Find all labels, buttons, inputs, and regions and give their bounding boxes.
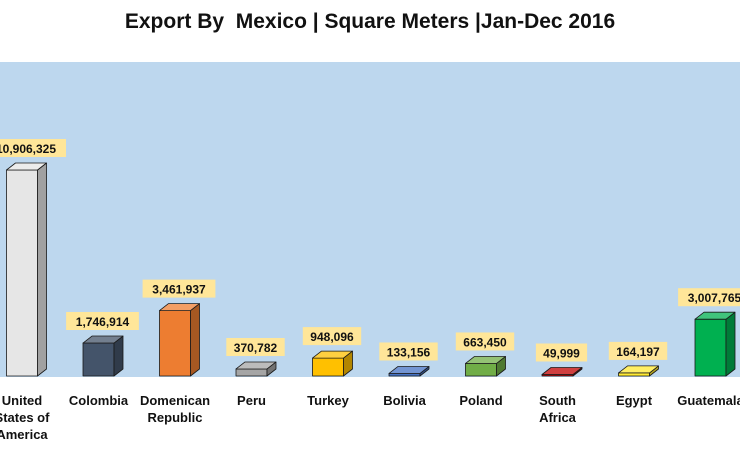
bar [465, 356, 506, 377]
x-tick-label: South Africa [539, 393, 577, 425]
bar-face [694, 318, 727, 377]
data-label-box [226, 337, 285, 356]
data-label: 663,450 [463, 335, 507, 349]
x-tick-label: Guatemala [677, 393, 740, 408]
bar-face [618, 365, 659, 374]
x-tick-label: Egypt [616, 393, 653, 408]
bar-face [235, 368, 268, 377]
bar-face [465, 356, 506, 364]
x-tick-label: Peru [237, 393, 266, 408]
bar-face [159, 303, 200, 312]
x-tick-label: Poland [459, 393, 502, 408]
bar [312, 350, 353, 377]
bar-face [725, 311, 736, 377]
data-label-box [535, 343, 588, 362]
x-tick-label: Bolivia [383, 393, 426, 408]
data-label: 164,197 [616, 345, 660, 359]
data-label-box [302, 327, 362, 346]
data-label: 1,746,914 [76, 315, 130, 329]
bar-face [190, 303, 200, 377]
data-label-box [66, 312, 139, 331]
x-tick-label: Turkey [307, 393, 349, 408]
data-label: 3,461,937 [152, 283, 206, 297]
bar [6, 162, 47, 377]
data-label-box [379, 342, 438, 361]
data-label-box [142, 279, 216, 298]
bar-face [82, 342, 115, 377]
data-label-box [678, 288, 740, 307]
bar [235, 361, 277, 377]
data-label: 10,906,325 [0, 142, 56, 156]
data-label: 49,999 [543, 347, 580, 361]
data-label-box [608, 341, 668, 360]
bar [388, 366, 430, 377]
chart-title: Export By Mexico | Square Meters |Jan-De… [124, 10, 616, 33]
bar-face [6, 162, 47, 171]
bar-face [312, 357, 344, 377]
bar [82, 335, 124, 377]
data-label: 370,782 [234, 341, 278, 355]
bar-face [388, 366, 430, 374]
x-tick-label: Colombia [69, 393, 129, 408]
x-tick-label: Domenican Republic [140, 393, 210, 425]
bar-face [235, 361, 277, 370]
data-label: 3,007,765 [688, 291, 740, 305]
bar-face [312, 350, 353, 359]
data-label-box [0, 139, 66, 157]
x-tick-label: United States of America [0, 393, 50, 442]
data-label: 948,096 [310, 330, 354, 344]
bar-face [82, 335, 124, 344]
bar [694, 311, 736, 377]
bar [159, 303, 200, 377]
data-label: 133,156 [387, 345, 431, 359]
bar-face [618, 372, 650, 377]
data-label-box [455, 332, 515, 351]
bar-face [37, 162, 47, 377]
bar-face [694, 311, 736, 320]
bar-face [465, 363, 497, 377]
bar-face [541, 367, 583, 375]
bar [618, 365, 659, 377]
bar-face [159, 310, 191, 377]
bar [541, 367, 583, 377]
bar-face [6, 169, 38, 377]
